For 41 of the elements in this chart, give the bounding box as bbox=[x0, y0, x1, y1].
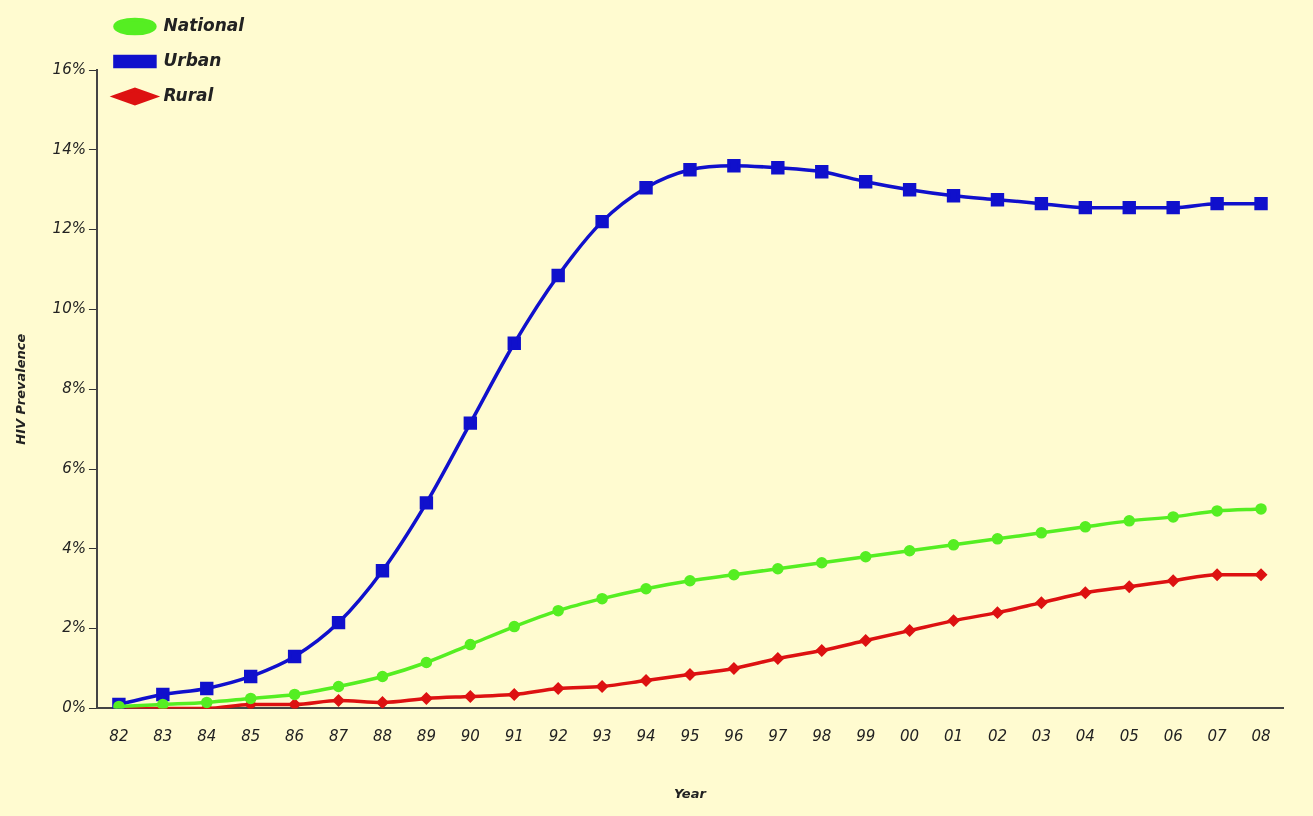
x-tick-label: 95 bbox=[680, 727, 700, 746]
x-tick-label: 90 bbox=[460, 727, 480, 746]
x-tick-label: 91 bbox=[504, 727, 524, 746]
x-tick-label: 87 bbox=[329, 727, 349, 746]
x-tick-label: 04 bbox=[1075, 727, 1095, 746]
y-tick-label: 2% bbox=[62, 618, 86, 637]
y-tick-label: 10% bbox=[52, 299, 86, 318]
y-tick-label: 14% bbox=[52, 139, 86, 158]
x-tick-label: 03 bbox=[1031, 727, 1051, 746]
x-tick-label: 06 bbox=[1163, 727, 1183, 746]
y-tick-label: 6% bbox=[62, 458, 86, 477]
y-tick-label: 8% bbox=[62, 379, 86, 398]
x-tick-label: 99 bbox=[856, 727, 876, 746]
x-tick-label: 88 bbox=[372, 727, 393, 746]
x-tick-label: 01 bbox=[943, 727, 964, 746]
x-axis-title: Year bbox=[674, 785, 708, 801]
x-tick-label: 84 bbox=[197, 727, 217, 746]
x-tick-label: 89 bbox=[416, 727, 436, 746]
legend-label: National bbox=[163, 14, 246, 35]
y-axis-title: HIV Prevalence bbox=[13, 333, 29, 445]
x-tick-label: 82 bbox=[109, 727, 129, 746]
x-tick-label: 92 bbox=[548, 727, 568, 746]
x-tick-label: 94 bbox=[636, 727, 656, 746]
x-tick-label: 00 bbox=[900, 727, 920, 746]
y-tick-label: 0% bbox=[62, 698, 86, 717]
x-tick-label: 08 bbox=[1251, 727, 1271, 746]
y-tick-label: 12% bbox=[52, 219, 86, 238]
x-tick-label: 85 bbox=[241, 727, 261, 746]
x-tick-label: 83 bbox=[153, 727, 173, 746]
x-tick-label: 96 bbox=[724, 727, 744, 746]
x-tick-label: 98 bbox=[812, 727, 832, 746]
y-tick-label: 4% bbox=[62, 538, 86, 557]
x-tick-label: 86 bbox=[285, 727, 305, 746]
legend-label: Rural bbox=[163, 84, 215, 105]
x-tick-label: 97 bbox=[768, 727, 788, 746]
x-tick-label: 02 bbox=[987, 727, 1008, 746]
y-tick-label: 16% bbox=[52, 59, 86, 78]
x-tick-label: 93 bbox=[592, 727, 612, 746]
x-tick-label: 07 bbox=[1207, 727, 1228, 746]
x-tick-label: 05 bbox=[1119, 727, 1139, 746]
legend-label: Urban bbox=[163, 49, 222, 70]
